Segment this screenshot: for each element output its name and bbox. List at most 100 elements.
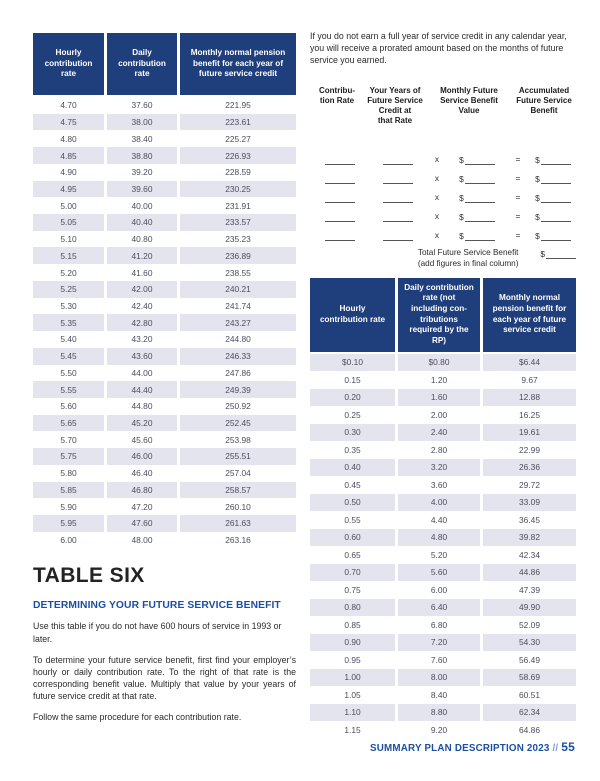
- future-service-benefit-worksheet: Contribu- tion Rate Your Years of Future…: [310, 86, 576, 269]
- blank-line: [383, 174, 413, 185]
- table-cell: 58.69: [483, 668, 576, 687]
- blank-line: [325, 155, 355, 166]
- table-row: 5.70 45.60 253.98: [33, 431, 296, 448]
- contribution-rate-blank: [310, 231, 370, 242]
- table-row: 5.90 47.20 260.10: [33, 498, 296, 515]
- table-cell: 33.09: [483, 493, 576, 512]
- table-row: 4.75 38.00 223.61: [33, 113, 296, 131]
- table-row: 5.45 43.60 246.33: [33, 347, 296, 365]
- table-cell: 38.00: [107, 113, 177, 131]
- dollar-sign: $: [459, 174, 464, 185]
- table-row: 5.30 42.40 241.74: [33, 298, 296, 315]
- table-cell: 36.45: [519, 514, 540, 525]
- multiply-symbol: x: [434, 211, 440, 222]
- blank-line: [464, 155, 495, 166]
- worksheet-total-row: Total Future Service Benefit (add figure…: [310, 248, 576, 269]
- table-cell: 4.70: [60, 100, 77, 111]
- table-cell: 228.59: [225, 167, 251, 178]
- table-row: $0.10 $0.80 $6.44: [310, 353, 576, 372]
- table-cell: 54.30: [483, 633, 576, 652]
- table-row: 5.65 45.20 252.45: [33, 414, 296, 432]
- worksheet-row: x $ = $: [310, 146, 576, 166]
- table-cell: 260.10: [225, 501, 251, 512]
- accumulated-benefit-blank: $: [530, 212, 576, 223]
- total-label-line2: (add figures in final column): [417, 259, 519, 269]
- table-cell: 38.80: [107, 147, 177, 164]
- equals-symbol: =: [515, 173, 521, 184]
- table-cell: 0.75: [344, 584, 361, 595]
- dollar-sign: $: [540, 249, 545, 260]
- table-row: 1.00 8.00 58.69: [310, 668, 576, 687]
- table-row: 0.25 2.00 16.25: [310, 406, 576, 424]
- table-row: 6.00 48.00 263.16: [33, 532, 296, 549]
- table-cell: 4.80: [60, 133, 77, 144]
- table-row: 5.25 42.00 240.21: [33, 280, 296, 298]
- worksheet-total-amount: $: [540, 248, 576, 260]
- table-row: 0.95 7.60 56.49: [310, 651, 576, 669]
- table-cell: 221.95: [225, 100, 251, 111]
- monthly-value-blank: $: [448, 231, 506, 242]
- table-cell: 7.20: [398, 633, 480, 652]
- table-cell: 44.40: [107, 381, 177, 398]
- table-cell: 60.51: [519, 689, 540, 700]
- section-title: TABLE SIX: [33, 564, 145, 588]
- equals-symbol: =: [515, 154, 521, 165]
- table-cell: 5.45: [33, 347, 104, 365]
- table-cell: 19.61: [483, 423, 576, 442]
- table-row: 0.45 3.60 29.72: [310, 476, 576, 494]
- dollar-sign: $: [535, 155, 540, 166]
- table-cell: 22.99: [519, 444, 540, 455]
- blank-line: [540, 212, 571, 223]
- table-body: 4.70 37.60 221.95 4.75 38.00 223.61 4.80 38.40 2…: [33, 97, 296, 548]
- table-cell: 6.00: [430, 584, 448, 595]
- table-cell: 41.20: [107, 247, 177, 265]
- table-cell: 5.40: [60, 334, 77, 345]
- years-credit-blank: [370, 174, 426, 185]
- table-cell: 46.00: [107, 448, 177, 465]
- worksheet-row: x $ = $: [310, 184, 576, 204]
- table-row: 0.15 1.20 9.67: [310, 371, 576, 389]
- table-cell: $0.10: [310, 353, 395, 372]
- table-cell: 1.10: [310, 703, 395, 722]
- table-cell: 223.61: [180, 113, 296, 131]
- equals-symbol: =: [515, 192, 521, 203]
- accumulated-benefit-blank: $: [530, 174, 576, 185]
- table-row: 1.10 8.80 62.34: [310, 703, 576, 722]
- table-row: 5.55 44.40 249.39: [33, 381, 296, 398]
- table-cell: 5.55: [33, 381, 104, 398]
- table-cell: 2.00: [430, 409, 448, 420]
- table-cell: 37.60: [131, 100, 153, 111]
- table-cell: 42.00: [107, 280, 177, 298]
- table-cell: 235.23: [225, 234, 251, 245]
- blank-line: [383, 155, 413, 166]
- table-cell: 257.04: [225, 468, 251, 479]
- table-cell: 42.80: [107, 314, 177, 332]
- table-cell: 4.40: [430, 514, 448, 525]
- table-cell: 2.80: [430, 444, 448, 455]
- table-cell: 263.16: [225, 535, 251, 546]
- contribution-rate-blank: [310, 174, 370, 185]
- table-cell: 29.72: [519, 479, 540, 490]
- table-body: $0.10 $0.80 $6.44 0.15 1.20 9.67 0.20 1.60 12.88…: [310, 353, 576, 739]
- table-cell: 5.70: [60, 434, 77, 445]
- blank-line: [464, 212, 495, 223]
- table-cell: 5.95: [33, 514, 104, 532]
- table-cell: 0.25: [344, 409, 361, 420]
- dollar-sign: $: [459, 193, 464, 204]
- table-row: 5.95 47.60 261.63: [33, 514, 296, 532]
- blank-line: [325, 174, 355, 185]
- blank-line: [540, 155, 571, 166]
- years-credit-blank: [370, 193, 426, 204]
- monthly-value-blank: $: [448, 155, 506, 166]
- table-cell: 46.40: [131, 468, 153, 479]
- table-cell: 236.89: [180, 247, 296, 265]
- worksheet-header-monthly-value: Monthly Future Service Benefit Value: [440, 86, 498, 116]
- table-cell: 0.50: [310, 493, 395, 512]
- table-cell: 0.40: [310, 458, 395, 477]
- right-column: If you do not earn a full year of servic…: [310, 30, 576, 739]
- table-cell: 0.20: [310, 388, 395, 407]
- table-cell: 16.25: [519, 409, 540, 420]
- table-cell: 5.20: [430, 549, 448, 560]
- worksheet-row: x $ = $: [310, 203, 576, 223]
- multiply-symbol: x: [434, 154, 440, 165]
